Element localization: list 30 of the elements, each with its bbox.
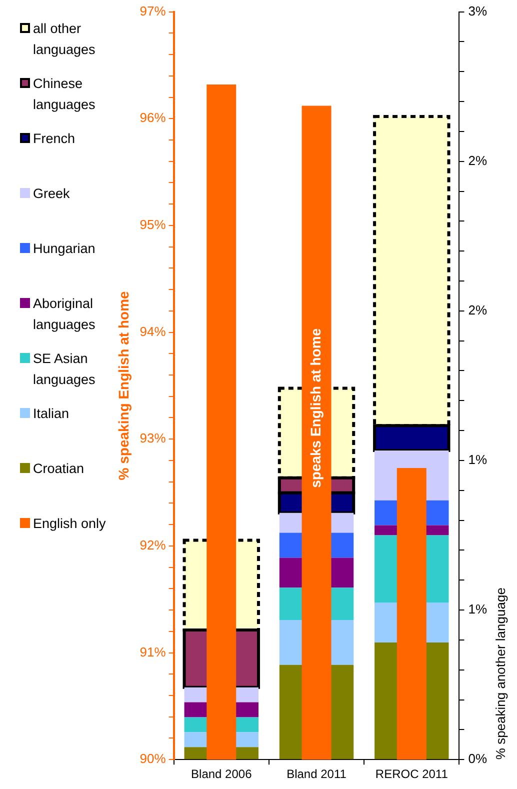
y2-tick-label: 1% <box>468 602 488 617</box>
x-tick-label: Bland 2011 <box>286 767 347 782</box>
annotation: speaks English at home <box>307 328 324 488</box>
y2-tick-label: 1% <box>468 452 488 468</box>
legend-label: Greek <box>33 185 70 203</box>
legend-label: Hungarian <box>33 240 96 258</box>
y2-tick-label: 2% <box>468 152 488 168</box>
y2-axis-title: % speaking another language <box>493 588 508 760</box>
y2-tick-label: 2% <box>468 302 488 318</box>
y-tick-label: 95% <box>140 217 166 232</box>
y2-tick-label: 3% <box>468 3 488 18</box>
legend-label: SE Asian languages <box>33 350 96 389</box>
y-tick-label: 97% <box>140 3 166 18</box>
x-tick-label: REROC 2011 <box>375 767 448 782</box>
legend-label: all other languages <box>33 20 96 59</box>
y-tick-label: 93% <box>140 430 166 446</box>
legend-label: Aboriginal languages <box>33 295 96 334</box>
x-tick-label: Bland 2006 <box>191 767 252 782</box>
y-tick-label: 91% <box>140 644 166 660</box>
legend-label: French <box>33 130 76 148</box>
legend-label: Italian <box>33 405 70 423</box>
legend-label: Chinese languages <box>33 75 96 114</box>
y2-tick-label: 0% <box>468 751 488 766</box>
y-tick-label: 90% <box>140 751 166 766</box>
y-tick-label: 94% <box>140 324 166 339</box>
legend-label: English only <box>33 515 106 533</box>
y-axis-title: % speaking English at home <box>115 290 132 480</box>
y-tick-label: 96% <box>140 110 166 126</box>
legend-label: Croatian <box>33 460 84 478</box>
y-tick-label: 92% <box>140 538 166 553</box>
